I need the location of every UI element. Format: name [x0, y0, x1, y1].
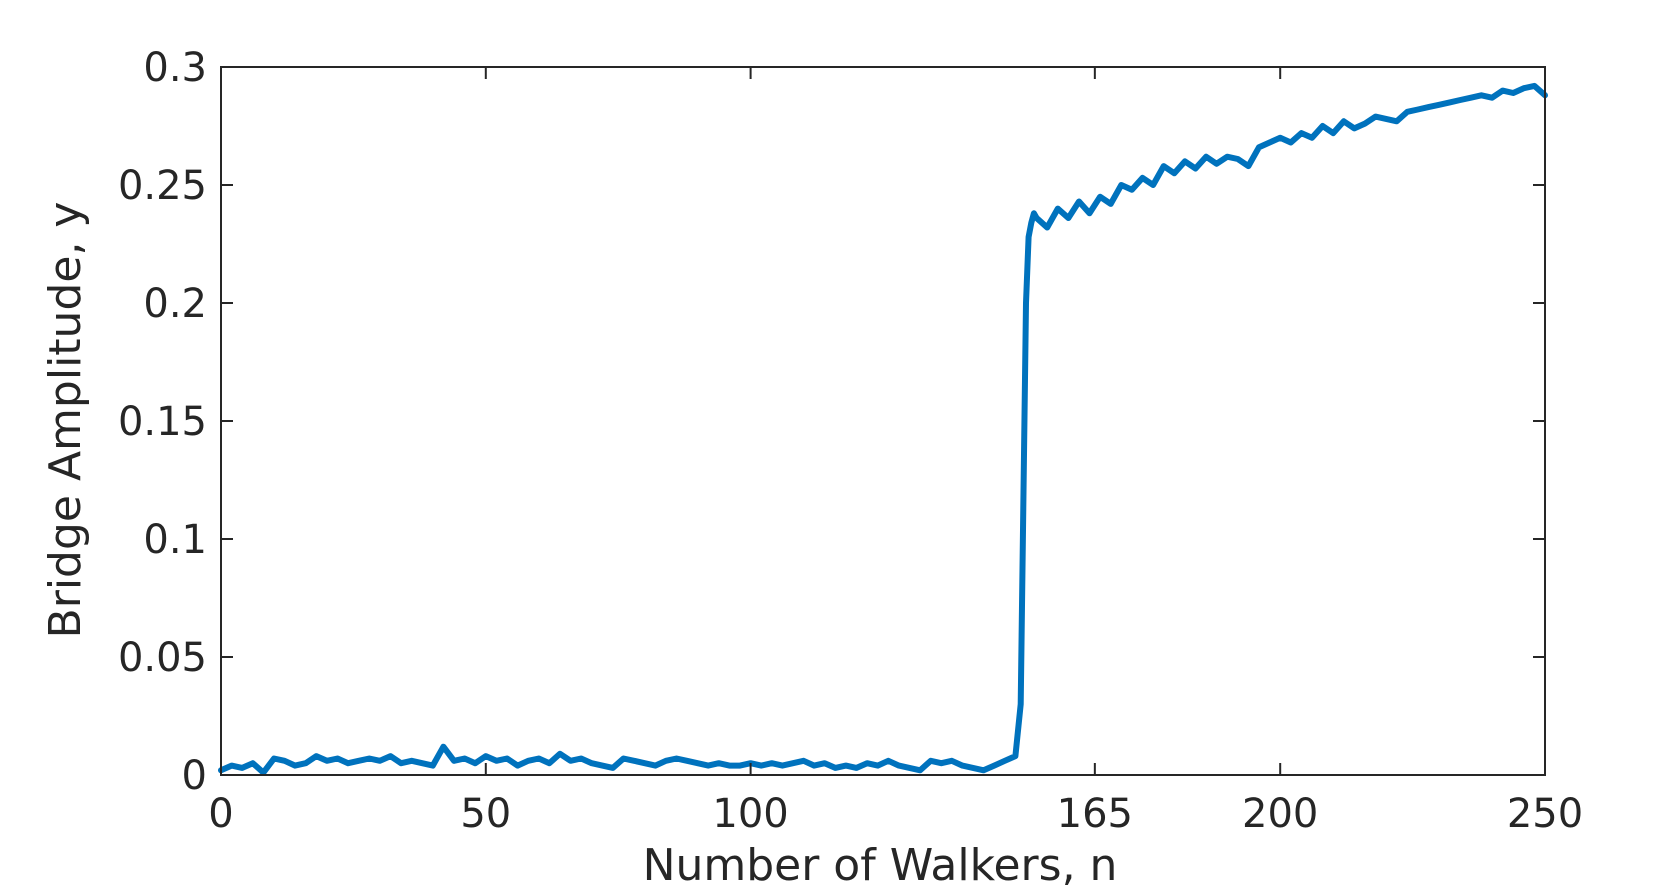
y-tick-label: 0.3 [143, 45, 207, 91]
y-tick-label: 0.25 [118, 163, 207, 209]
plot-area [218, 66, 1548, 776]
y-tick-label: 0.05 [118, 635, 207, 681]
y-tick-label: 0.2 [143, 281, 207, 327]
x-tick-label: 100 [712, 791, 788, 837]
x-tick-label: 200 [1242, 791, 1318, 837]
x-tick-label: 250 [1507, 791, 1583, 837]
y-tick-label: 0 [182, 753, 207, 799]
x-tick-label: 165 [1057, 791, 1133, 837]
y-tick-label: 0.1 [143, 517, 207, 563]
axes-box [220, 66, 1546, 776]
x-tick-label: 0 [208, 791, 233, 837]
y-tick-label: 0.15 [118, 399, 207, 445]
y-axis-ticks: 0 0.05 0.1 0.15 0.2 0.25 0.3 [118, 45, 1545, 799]
x-axis-ticks: 0 50 100 165 200 250 [208, 67, 1583, 837]
x-axis-title: Number of Walkers, n [643, 840, 1118, 891]
series-line-0 [218, 82, 1548, 776]
x-tick-label: 50 [460, 791, 511, 837]
y-axis-title: Bridge Amplitude, y [40, 202, 91, 639]
